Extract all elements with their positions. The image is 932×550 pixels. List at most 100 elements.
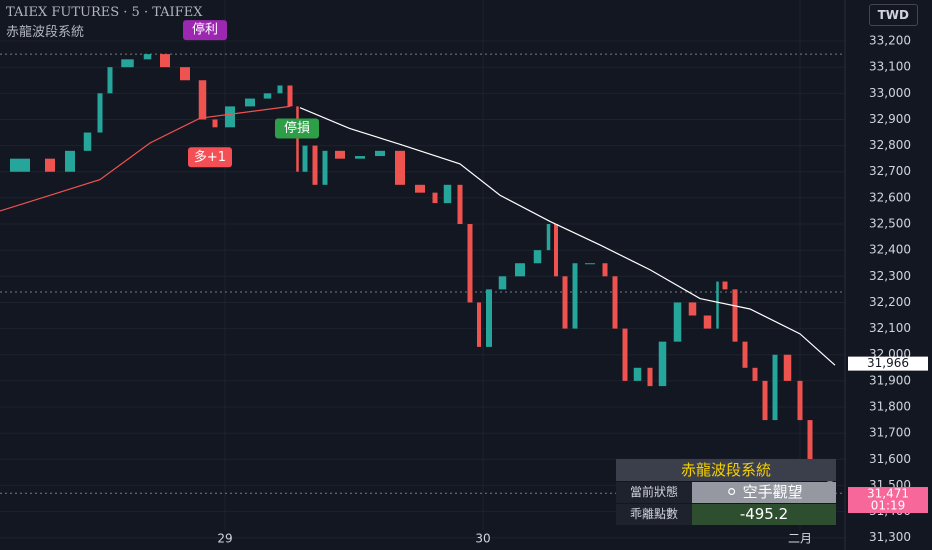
y-tick-label: 33,100 bbox=[869, 60, 911, 74]
candle bbox=[457, 184, 463, 225]
candle bbox=[121, 59, 134, 68]
annotation: 停利 bbox=[183, 20, 227, 41]
candle bbox=[807, 420, 813, 460]
annotation-box bbox=[188, 147, 232, 168]
candle bbox=[335, 150, 345, 159]
y-tick-label: 33,000 bbox=[869, 86, 911, 100]
symbol: TAIEX FUTURES · 5 · TAIFEX bbox=[6, 5, 203, 20]
moving-average bbox=[299, 107, 836, 366]
annotation-text: 停損 bbox=[284, 120, 310, 136]
candle bbox=[572, 263, 578, 329]
candle bbox=[703, 315, 712, 329]
candle bbox=[107, 67, 113, 94]
candle bbox=[65, 150, 75, 172]
annotation: 停損 bbox=[275, 118, 319, 139]
y-tick-label: 32,500 bbox=[869, 217, 911, 231]
indicator-name: 赤龍波段系統 bbox=[6, 25, 85, 40]
moving-average bbox=[0, 105, 291, 212]
panel-key: 乖離點數 bbox=[616, 504, 692, 525]
candle bbox=[486, 289, 492, 347]
candle bbox=[10, 158, 30, 172]
x-tick-label: 29 bbox=[217, 532, 232, 546]
candle bbox=[143, 54, 152, 60]
annotation-text: 多+1 bbox=[194, 149, 226, 165]
price-label-box bbox=[848, 487, 928, 514]
y-tick-label: 31,300 bbox=[869, 530, 911, 544]
currency-button[interactable]: TWD bbox=[868, 4, 918, 26]
candle bbox=[612, 276, 618, 329]
candle bbox=[562, 276, 568, 329]
y-tick-label: 31,600 bbox=[869, 452, 911, 466]
candle bbox=[302, 145, 308, 172]
candle bbox=[296, 106, 299, 172]
annotation-text: 停利 bbox=[192, 22, 218, 38]
y-tick-label: 32,100 bbox=[869, 321, 911, 335]
candle bbox=[688, 302, 697, 316]
candle bbox=[245, 98, 255, 107]
candle bbox=[622, 328, 628, 381]
candle bbox=[375, 150, 385, 157]
y-tick-label: 32,200 bbox=[869, 295, 911, 309]
y-tick-label: 31,700 bbox=[869, 426, 911, 440]
candle bbox=[554, 224, 558, 277]
candle bbox=[722, 281, 728, 290]
y-tick-label: 32,300 bbox=[869, 269, 911, 283]
price-label-box bbox=[848, 356, 928, 371]
y-tick-label: 32,700 bbox=[869, 164, 911, 178]
candle bbox=[533, 250, 542, 264]
candle bbox=[395, 150, 405, 185]
annotation-box bbox=[183, 20, 227, 41]
candle bbox=[515, 263, 525, 277]
candle bbox=[83, 132, 92, 151]
candle bbox=[180, 67, 190, 81]
y-tick-label: 31,900 bbox=[869, 373, 911, 387]
price-label: 31,471 bbox=[867, 487, 909, 501]
candle bbox=[783, 354, 792, 381]
x-tick-label: 二月 bbox=[788, 532, 812, 546]
candle bbox=[97, 93, 103, 133]
candle bbox=[322, 150, 328, 185]
candle bbox=[752, 367, 758, 381]
price-countdown: 01:19 bbox=[871, 499, 906, 513]
panel-title: 赤龍波段系統 bbox=[616, 459, 836, 481]
panel-value: ⚪ 空手觀望 bbox=[692, 482, 836, 503]
candle bbox=[467, 224, 473, 303]
panel-key: 當前狀態 bbox=[616, 482, 692, 503]
y-tick-label: 33,200 bbox=[869, 34, 911, 48]
candle bbox=[287, 85, 293, 107]
y-tick-label: 32,900 bbox=[869, 112, 911, 126]
candle bbox=[443, 184, 452, 204]
candle bbox=[585, 263, 595, 265]
candle bbox=[312, 145, 318, 185]
candle bbox=[827, 472, 833, 491]
candle bbox=[477, 302, 481, 347]
candle bbox=[212, 119, 218, 128]
candle bbox=[415, 184, 425, 193]
y-tick-label: 31,800 bbox=[869, 400, 911, 414]
x-tick-label: 30 bbox=[475, 532, 490, 546]
candle bbox=[797, 380, 803, 421]
candle bbox=[647, 367, 653, 387]
candle bbox=[633, 367, 642, 381]
candle bbox=[546, 224, 551, 251]
y-tick-label: 32,800 bbox=[869, 138, 911, 152]
candle bbox=[160, 54, 170, 68]
candle bbox=[658, 341, 667, 387]
status-text: 空手觀望 bbox=[742, 483, 803, 501]
candle bbox=[225, 106, 235, 128]
panel-value: -495.2 bbox=[692, 504, 836, 525]
candle bbox=[673, 302, 682, 342]
candle bbox=[198, 80, 207, 120]
candle bbox=[263, 93, 272, 99]
y-tick-label: 32,600 bbox=[869, 190, 911, 204]
candle bbox=[772, 354, 778, 421]
status-panel: 赤龍波段系統 當前狀態 ⚪ 空手觀望 乖離點數 -495.2 bbox=[616, 459, 836, 525]
candle bbox=[277, 85, 283, 94]
candle bbox=[498, 276, 507, 290]
candle bbox=[45, 158, 55, 172]
candle bbox=[716, 281, 719, 329]
y-tick-label: 32,400 bbox=[869, 243, 911, 257]
candle bbox=[742, 341, 748, 368]
